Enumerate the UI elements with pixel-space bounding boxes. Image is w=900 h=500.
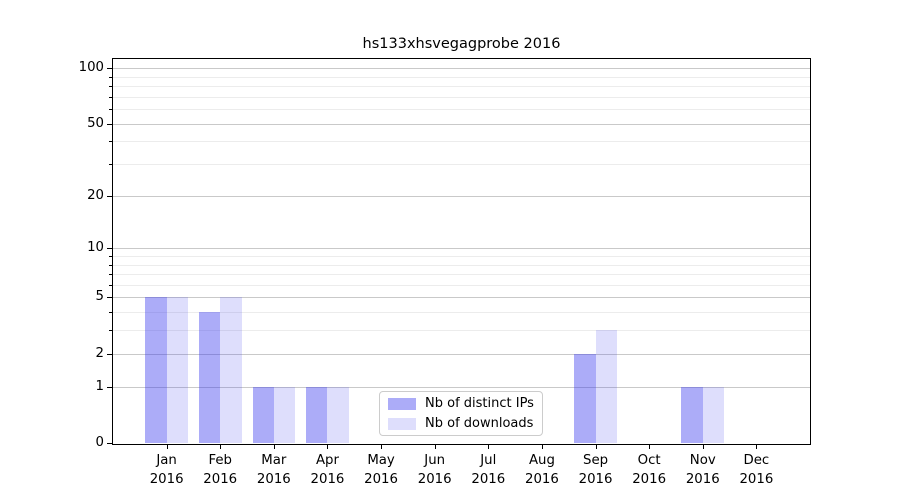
chart-title: hs133xhsvegagprobe 2016 (362, 36, 561, 52)
y-minor-tickmark-9 (109, 255, 112, 257)
legend-item-downloads: Nb of downloads (388, 416, 534, 431)
minor-gridline-8 (113, 264, 810, 266)
x-tick-label-aug: Aug 2016 (525, 453, 559, 488)
bar-nb-of-distinct-ips-apr (306, 386, 328, 443)
x-tickmark-jan (166, 444, 168, 449)
y-tickmark-20 (107, 195, 112, 197)
x-tickmark-jul (488, 444, 490, 449)
major-gridline-2 (113, 353, 810, 355)
x-tick-label-apr: Apr 2016 (310, 453, 345, 488)
major-gridline-50 (113, 123, 810, 125)
legend-swatch-distinct-ips (388, 397, 416, 410)
legend-swatch-downloads (388, 417, 416, 430)
x-tick-label-mar: Mar 2016 (256, 453, 291, 488)
minor-gridline-4 (113, 312, 810, 314)
bar-nb-of-downloads-mar (273, 386, 296, 443)
x-tickmark-feb (220, 444, 222, 449)
minor-gridline-6 (113, 284, 810, 286)
minor-gridline-60 (113, 109, 810, 111)
y-tickmark-50 (107, 123, 112, 125)
x-tick-label-sep: Sep 2016 (578, 453, 613, 488)
minor-gridline-9 (113, 255, 810, 257)
y-tick-label-20: 20 (87, 187, 104, 203)
y-tickmark-5 (107, 297, 112, 299)
y-minor-tickmark-3 (109, 330, 112, 332)
x-tick-label-nov: Nov 2016 (685, 453, 720, 488)
bar-nb-of-distinct-ips-sep (574, 353, 596, 443)
y-minor-tickmark-7 (109, 274, 112, 276)
minor-gridline-30 (113, 164, 810, 166)
x-tickmark-oct (649, 444, 651, 449)
bar-nb-of-downloads-apr (327, 386, 349, 443)
legend-label-downloads: Nb of downloads (425, 416, 534, 431)
y-minor-tickmark-80 (109, 86, 112, 88)
y-minor-tickmark-40 (109, 141, 112, 143)
y-tick-label-5: 5 (95, 289, 104, 305)
x-tickmark-apr (327, 444, 329, 449)
y-minor-tickmark-4 (109, 312, 112, 314)
legend: Nb of distinct IPs Nb of downloads (379, 391, 543, 436)
minor-gridline-3 (113, 330, 810, 332)
major-gridline-20 (113, 195, 810, 197)
y-tickmark-1 (107, 386, 112, 388)
bar-nb-of-distinct-ips-feb (198, 312, 221, 443)
bar-nb-of-distinct-ips-nov (681, 386, 703, 443)
y-tickmark-100 (107, 68, 112, 70)
y-tickmark-2 (107, 353, 112, 355)
x-tick-label-feb: Feb 2016 (203, 453, 238, 488)
y-tick-label-100: 100 (78, 60, 104, 76)
bar-nb-of-distinct-ips-jan (145, 297, 167, 443)
major-gridline-10 (113, 248, 810, 250)
y-tick-label-10: 10 (87, 240, 104, 256)
x-tick-label-may: May 2016 (364, 453, 398, 488)
x-tickmark-mar (273, 444, 275, 449)
x-tickmark-aug (541, 444, 543, 449)
major-gridline-1 (113, 386, 810, 388)
y-minor-tickmark-60 (109, 109, 112, 111)
y-tick-label-1: 1 (95, 378, 104, 394)
minor-gridline-90 (113, 76, 810, 78)
y-tick-label-2: 2 (95, 345, 104, 361)
y-minor-tickmark-90 (109, 76, 112, 78)
minor-gridline-70 (113, 96, 810, 98)
major-gridline-100 (113, 68, 810, 70)
bar-nb-of-distinct-ips-mar (252, 386, 274, 443)
x-tick-label-jul: Jul 2016 (471, 453, 506, 488)
minor-gridline-80 (113, 86, 810, 88)
minor-gridline-7 (113, 274, 810, 276)
y-minor-tickmark-6 (109, 284, 112, 286)
bar-nb-of-downloads-jan (166, 297, 188, 443)
plot-area (112, 58, 811, 445)
legend-item-distinct-ips: Nb of distinct IPs (388, 396, 534, 411)
x-tick-label-dec: Dec 2016 (739, 453, 774, 488)
minor-gridline-40 (113, 141, 810, 143)
y-minor-tickmark-70 (109, 96, 112, 98)
major-gridline-5 (113, 297, 810, 299)
y-tick-label-0: 0 (95, 435, 104, 450)
bar-nb-of-downloads-feb (220, 297, 242, 443)
x-tickmark-dec (756, 444, 758, 449)
y-tick-label-50: 50 (87, 115, 104, 131)
x-tickmark-sep (595, 444, 597, 449)
legend-label-distinct-ips: Nb of distinct IPs (425, 396, 534, 411)
x-tickmark-may (381, 444, 383, 449)
y-minor-tickmark-8 (109, 264, 112, 266)
x-tickmark-nov (702, 444, 704, 449)
x-tick-label-oct: Oct 2016 (632, 453, 667, 488)
x-tick-label-jun: Jun 2016 (417, 453, 452, 488)
x-tickmark-jun (434, 444, 436, 449)
y-minor-tickmark-30 (109, 164, 112, 166)
y-tickmark-10 (107, 248, 112, 250)
bar-nb-of-downloads-sep (595, 330, 617, 443)
bar-nb-of-downloads-nov (702, 386, 725, 443)
x-tick-label-jan: Jan 2016 (149, 453, 184, 488)
y-tickmark-0 (107, 443, 112, 444)
